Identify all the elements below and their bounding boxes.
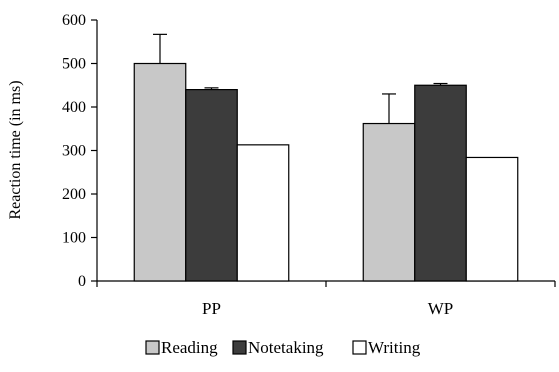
y-axis-title: Reaction time (in ms) [7,80,24,219]
legend-label-notetaking: Notetaking [248,338,324,357]
bar-notetaking-pp [185,88,238,282]
bar-notetaking-wp [414,84,467,282]
legend-swatch-reading [145,340,160,355]
y-tick-label: 0 [78,273,86,290]
y-tick-label: 600 [62,12,86,29]
bars [133,62,519,282]
error-bars [153,33,448,124]
x-tick-label: PP [202,299,221,318]
x-axis: PP WP [96,280,556,318]
legend: Reading Notetaking Writing [145,338,421,357]
x-tick-label: WP [428,299,454,318]
legend-label-writing: Writing [368,338,421,357]
bar-reading-wp [362,122,416,282]
y-tick-label: 300 [62,143,86,160]
bar-writing-pp [236,144,290,282]
legend-swatch-notetaking [232,340,247,355]
y-axis: 0 100 200 300 400 500 600 [62,12,98,290]
legend-label-reading: Reading [161,338,218,357]
y-tick-label: 200 [62,186,86,203]
bar-writing-wp [465,156,519,282]
bar-reading-pp [133,62,187,282]
y-tick-label: 400 [62,99,86,116]
legend-swatch-writing [352,340,367,355]
y-tick-label: 100 [62,230,86,247]
y-tick-label: 500 [62,56,86,73]
